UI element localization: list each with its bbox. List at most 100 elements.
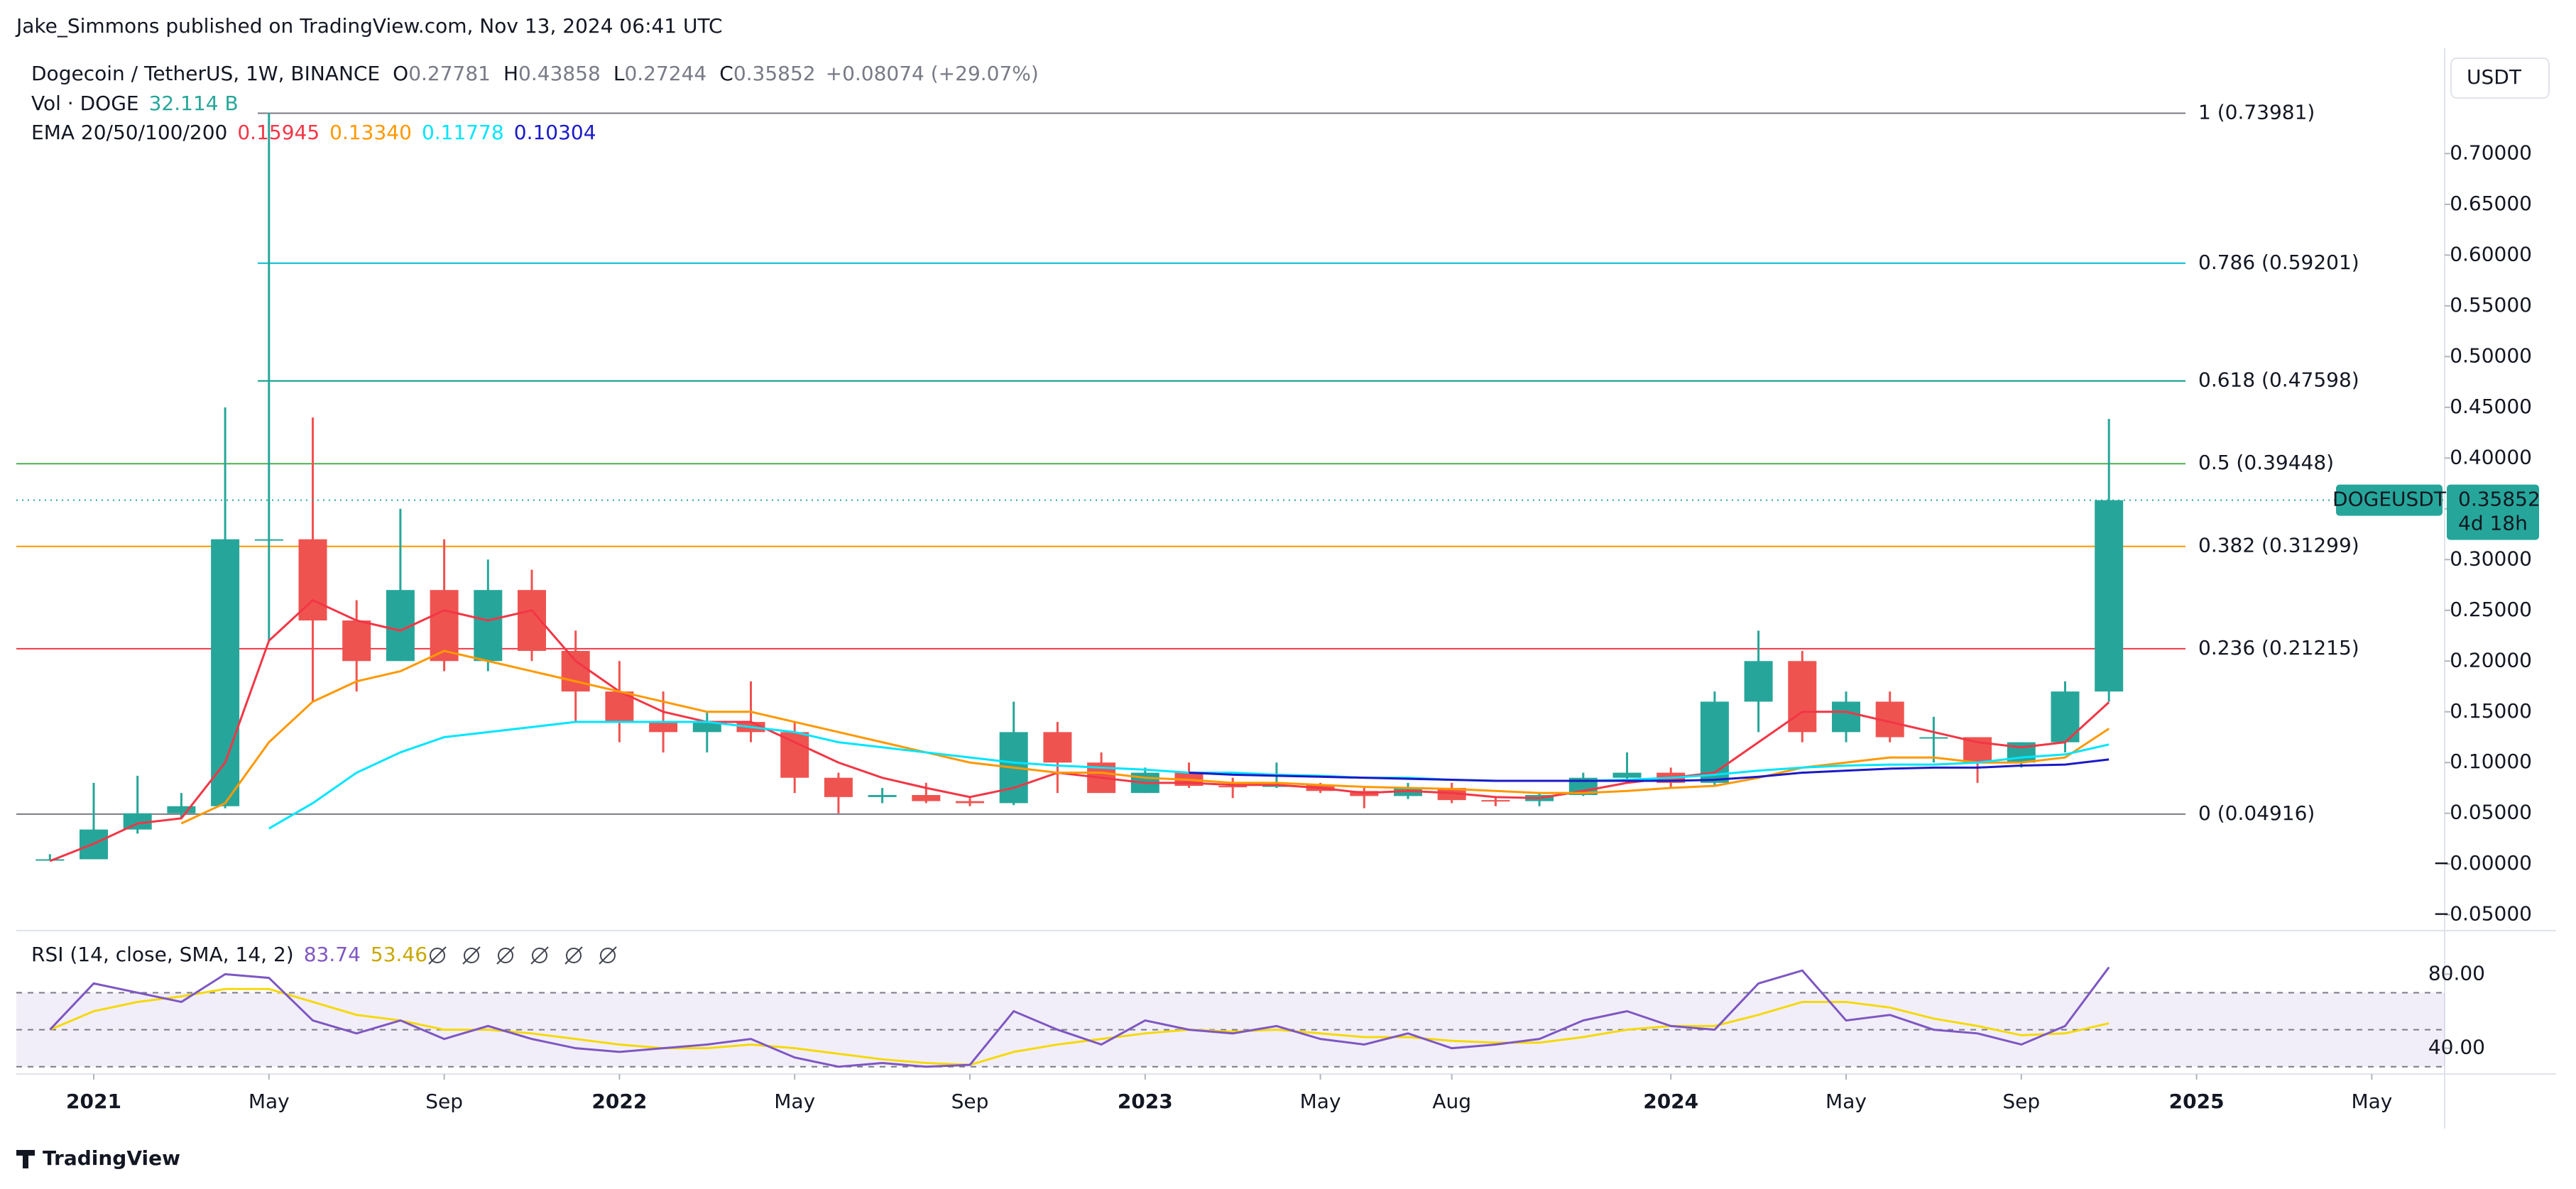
rsi-title: RSI (14, close, SMA, 14, 2) [31,943,294,966]
candle-body [912,794,941,801]
y-tick-label: 0.15000 [2450,699,2532,723]
candle-body [167,806,196,813]
symbol-tag-label: DOGEUSDT [2332,488,2447,511]
candle-body [342,620,371,662]
y-tick-label: −0.00000 [2433,851,2532,875]
y-tick-label: −0.05000 [2433,902,2532,926]
currency-button-label[interactable]: USDT [2467,65,2522,89]
x-tick-label: May [2351,1090,2392,1113]
legend-text: 0.13340 [329,121,412,144]
candle-body [254,539,283,541]
candle-body [1700,701,1729,783]
candle-body [1788,661,1817,733]
candle-body [780,732,809,778]
candle-body [211,539,240,806]
hidden-input-icon-slash [530,946,549,965]
legend-row: EMA 20/50/100/200 0.15945 0.13340 0.11778 0.… [31,121,596,144]
x-tick-label: 2021 [66,1090,121,1113]
candle-body [956,801,984,804]
rsi-value: 83.74 [304,943,361,966]
candle-body [1218,786,1248,788]
legend-text: Vol · DOGE [31,92,139,115]
legend-text: 0.11778 [422,121,504,144]
hidden-input-icon-slash [564,946,583,965]
legend-text: O [393,62,408,85]
y-tick-label: 0.60000 [2450,242,2532,265]
fib-label: 0 (0.04916) [2198,801,2315,825]
y-tick-label: 0.30000 [2450,547,2532,570]
hidden-input-icon-slash [496,946,515,965]
candle-body [1744,661,1773,702]
legend-text: Dogecoin / TetherUS, 1W, BINANCE [31,62,380,85]
currency-button[interactable] [2450,57,2550,99]
price-tag-countdown: 4d 18h [2458,512,2528,535]
price-tag [2447,484,2539,540]
candle-body [561,650,590,692]
line [49,598,2110,862]
candle-body [474,590,503,662]
legend-text: 32.114 B [149,92,239,115]
hidden-input-icon [600,948,616,963]
legend-text: +0.08074 (+29.07%) [826,62,1039,85]
legend-text: H [503,62,518,85]
line [49,987,2110,1066]
legend-text: L [613,62,625,85]
y-tick-label: 0.40000 [2450,445,2532,469]
x-tick-label: 2025 [2169,1090,2225,1113]
y-tick-label: 0.10000 [2450,750,2532,773]
legend-text: 0.10304 [514,121,596,144]
hidden-input-icon [498,948,513,963]
y-tick-label: 0.65000 [2450,192,2532,215]
y-tick-label: 0.20000 [2450,648,2532,672]
hidden-input-icon [566,948,582,963]
line [49,966,2110,1068]
rsi-legend: RSI (14, close, SMA, 14, 2) 83.74 53.46 [31,943,427,966]
hidden-input-icon-slash [428,946,447,965]
rsi-sma-value: 53.46 [371,943,427,966]
candle-body [1919,737,1948,739]
line [180,650,2110,825]
fib-label: 0.5 (0.39448) [2198,451,2334,474]
x-tick-label: May [1825,1090,1867,1113]
y-tick-label: 0.70000 [2450,141,2532,164]
legend-text: 0.27781 [408,62,491,85]
candle-body [692,722,721,733]
legend-text: 0.35852 [733,62,816,85]
hidden-input-icon [532,948,547,963]
candle-body [868,794,897,797]
line [1189,758,2110,782]
legend-row: Dogecoin / TetherUS, 1W, BINANCE O0.27781… [31,62,1039,85]
y-tick-label: 0.45000 [2450,395,2532,418]
candle-body [649,722,678,733]
fib-label: 1 (0.73981) [2198,100,2315,124]
y-tick-label: 0.50000 [2450,344,2532,367]
fib-label: 0.382 (0.31299) [2198,534,2359,557]
candle-body [430,590,459,662]
x-tick-label: May [774,1090,815,1113]
fib-label: 0.236 (0.21215) [2198,636,2359,659]
x-tick-label: 2024 [1643,1090,1698,1113]
candle-body [2095,500,2124,692]
legend-text: 0.15945 [237,121,320,144]
legend-text: 0.27244 [624,62,706,85]
legend-row: Vol · DOGE 32.114 B [31,92,239,115]
candle-body [1481,800,1510,802]
legend-text: EMA 20/50/100/200 [31,121,227,144]
hidden-input-icon [430,948,445,963]
x-tick-label: Aug [1432,1090,1471,1113]
hidden-input-icon-slash [462,946,481,965]
symbol-tag [2336,484,2443,516]
candle-body [123,813,152,830]
y-tick-label: 0.55000 [2450,293,2532,317]
brand-logo [16,1150,35,1168]
candle-body [298,539,327,621]
legend-text: 0.43858 [518,62,601,85]
x-tick-label: 2023 [1118,1090,1173,1113]
y-tick-label: 0.25000 [2450,598,2532,621]
hidden-input-icon [464,948,479,963]
fib-label: 0.786 (0.59201) [2198,251,2359,274]
rsi-tick-label: 40.00 [2428,1036,2485,1059]
candle-body [2051,691,2080,743]
x-tick-label: Sep [425,1090,463,1113]
